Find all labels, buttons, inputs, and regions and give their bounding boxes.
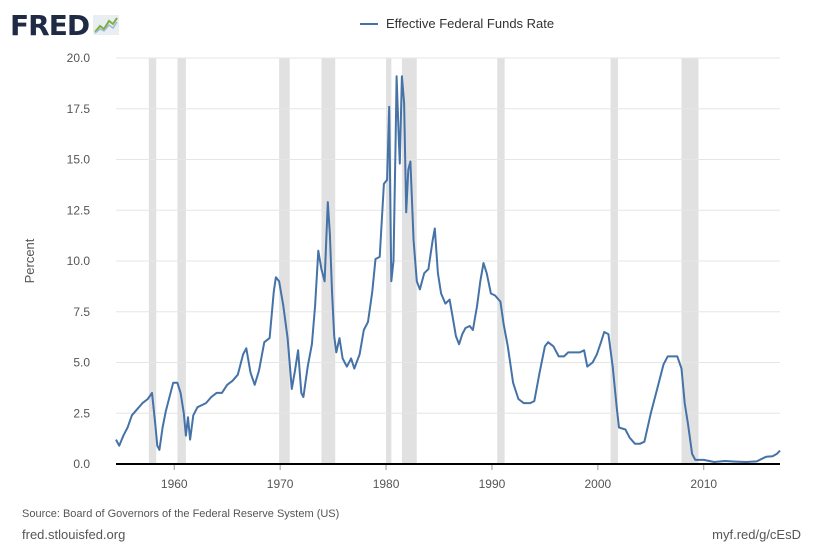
site-link[interactable]: fred.stlouisfed.org [22,527,126,542]
y-axis-label: Percent [22,238,37,283]
grid-lines [116,57,780,414]
logo-text: FRED [10,8,90,42]
y-tick-label: 5.0 [73,356,90,370]
x-tick-label: 2000 [584,477,611,491]
y-tick-label: 7.5 [73,305,90,319]
source-note: Source: Board of Governors of the Federa… [22,508,340,520]
x-tick-label: 1960 [161,477,188,491]
chart-legend: Effective Federal Funds Rate [360,16,554,31]
y-axis-ticks: 0.0 2.5 5.0 7.5 10.0 12.5 15.0 17.5 20.0 [67,51,91,471]
y-tick-label: 2.5 [73,406,90,420]
x-tick-label: 2010 [690,477,717,491]
fred-logo[interactable]: FRED [10,8,120,42]
legend-label: Effective Federal Funds Rate [386,16,555,31]
chart-icon [93,15,120,35]
series-layer [115,75,781,463]
series-line-0 [115,75,781,463]
y-tick-label: 10.0 [67,254,91,268]
y-tick-label: 0.0 [73,457,90,471]
x-tick-label: 1980 [373,477,400,491]
y-tick-label: 20.0 [67,51,91,65]
legend-swatch [360,22,378,25]
x-axis-ticks: 1960 1970 1980 1990 2000 2010 [161,464,717,491]
short-url-link[interactable]: myf.red/g/cEsD [712,527,801,542]
y-tick-label: 15.0 [67,153,91,167]
y-tick-label: 17.5 [67,102,91,116]
x-tick-label: 1990 [479,477,506,491]
x-tick-label: 1970 [267,477,294,491]
y-tick-label: 12.5 [67,203,91,217]
